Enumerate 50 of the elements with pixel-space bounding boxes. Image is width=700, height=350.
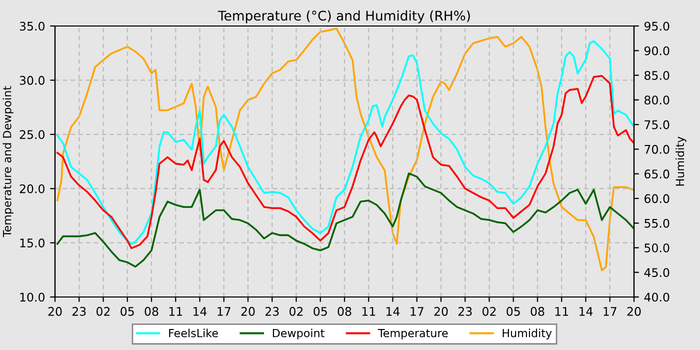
x-tick-label: 08 xyxy=(144,306,158,316)
legend-label: Temperature xyxy=(378,329,448,340)
legend-label: FeelsLike xyxy=(169,328,218,338)
y-tick-label: 20.0 xyxy=(20,184,44,194)
y-tick-label: 30.0 xyxy=(20,76,44,85)
x-tick-label: 17 xyxy=(410,307,424,316)
x-tick-label: 02 xyxy=(482,306,496,316)
x-tick-label: 17 xyxy=(218,307,230,316)
y2-tick-label: 75.0 xyxy=(644,120,670,130)
y2-tick-label: 45.0 xyxy=(644,268,670,278)
y-tick-label: 25.0 xyxy=(20,130,44,140)
y2-tick-label: 70.0 xyxy=(644,144,670,154)
y2-axis-title: Humidity xyxy=(676,136,686,186)
legend-label: Humidity xyxy=(502,328,552,340)
y2-tick-label: 50.0 xyxy=(644,243,670,252)
x-tick-label: 20 xyxy=(434,306,448,316)
x-tick-label: 20 xyxy=(241,306,255,316)
x-tick-label: 23 xyxy=(458,306,472,316)
x-tick-label: 11 xyxy=(169,307,182,316)
x-tick-label: 14 xyxy=(580,307,593,316)
x-tick-label: 05 xyxy=(506,306,520,316)
x-tick-label: 17 xyxy=(604,307,616,316)
x-tick-label: 02 xyxy=(290,306,303,316)
x-tick-label: 14 xyxy=(386,307,400,316)
x-tick-label: 20 xyxy=(627,306,641,316)
y-tick-label: 15.0 xyxy=(20,238,44,248)
y-axis-title: Temperature and Dewpoint xyxy=(2,86,14,238)
chart-title: Temperature (°C) and Humidity (RH%) xyxy=(218,10,470,24)
x-tick-label: 08 xyxy=(338,306,352,316)
y2-tick-label: 80.0 xyxy=(644,96,670,105)
y2-tick-label: 60.0 xyxy=(644,194,670,204)
y-tick-label: 35.0 xyxy=(20,22,44,31)
x-tick-label: 11 xyxy=(362,307,376,316)
x-tick-label: 20 xyxy=(48,306,62,316)
x-tick-label: 05 xyxy=(120,306,134,316)
x-tick-label: 02 xyxy=(96,306,110,316)
x-tick-label: 08 xyxy=(530,306,544,316)
x-tick-label: 14 xyxy=(194,307,207,316)
legend-label: Dewpoint xyxy=(272,328,324,340)
x-tick-label: 23 xyxy=(265,306,279,316)
x-tick-label: 11 xyxy=(555,307,568,316)
x-tick-label: 05 xyxy=(314,306,327,316)
x-tick-label: 23 xyxy=(72,306,86,316)
y2-tick-label: 90.0 xyxy=(644,46,670,56)
y2-tick-label: 55.0 xyxy=(644,218,670,228)
y2-tick-label: 40.0 xyxy=(644,292,670,302)
y2-tick-label: 65.0 xyxy=(644,170,670,178)
y2-tick-label: 95.0 xyxy=(644,22,670,31)
y-tick-label: 10.0 xyxy=(20,292,44,302)
y2-tick-label: 85.0 xyxy=(644,70,670,80)
